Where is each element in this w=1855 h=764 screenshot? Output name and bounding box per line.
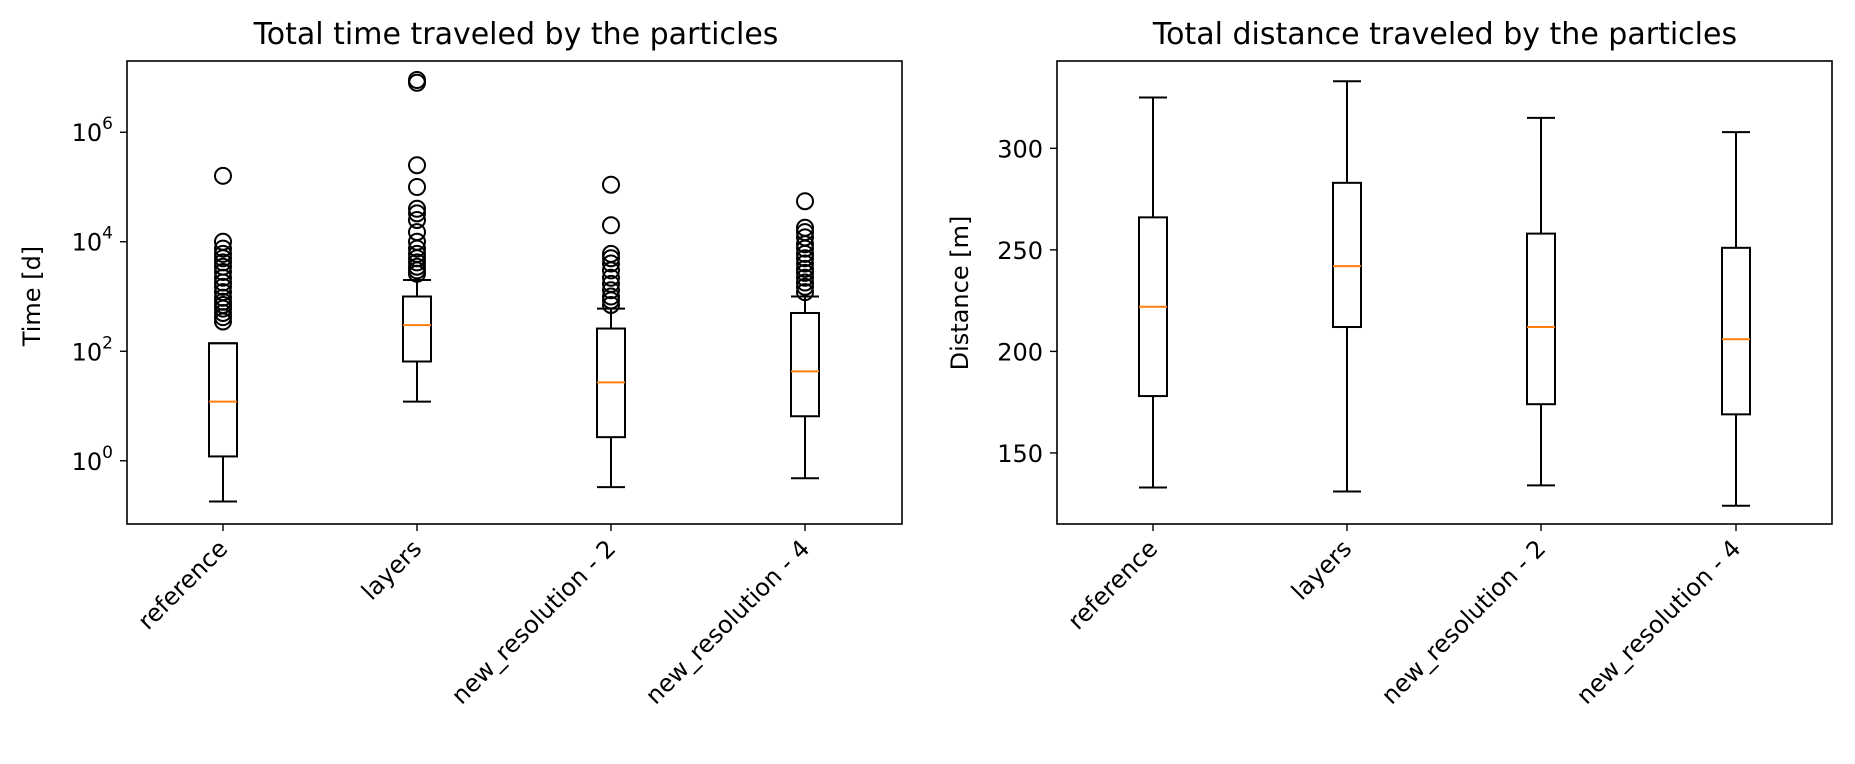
outlier-point [408,232,426,251]
time-x-tick-label: new_resolution - 2 [446,534,621,709]
tick-base: 10 [72,448,103,476]
outlier-point [214,257,232,276]
time-y-tick-label: 102 [72,333,113,366]
outlier-point [214,244,232,263]
outlier-point [796,254,814,273]
outlier-point [796,192,814,211]
outlier-point [408,199,426,218]
distance-y-axis-label: Distance [m] [946,216,974,371]
box-body [402,295,432,363]
outlier-point [602,268,620,287]
outlier-point [796,277,814,296]
outlier-point [214,277,232,296]
outlier-point [214,263,232,282]
distance-box-4 [1721,131,1751,507]
time-x-tick-label: layers [356,534,427,605]
outlier-point [214,239,232,258]
outlier-point [602,216,620,235]
outlier-point [602,254,620,273]
outlier-point [408,204,426,223]
outlier-point [602,274,620,293]
outlier-point [796,223,814,242]
outlier-point [796,259,814,278]
outlier-point [214,283,232,302]
box-body [208,342,238,458]
outlier-point [602,295,620,314]
distance-y-tick-label: 250 [997,237,1043,265]
box-body [790,311,820,418]
time-y-tick-label: 100 [72,443,113,476]
time-box-3 [596,175,626,489]
outlier-point [408,257,426,276]
outlier-point [796,283,814,302]
outlier-point [602,281,620,300]
outlier-point [602,175,620,194]
outlier-point [796,249,814,268]
distance-x-tick-label: new_resolution - 2 [1376,534,1551,709]
box-body [1721,246,1751,416]
outlier-point [796,268,814,287]
tick-exponent: 6 [102,114,113,134]
tick-base: 10 [72,229,103,257]
outlier-point [408,223,426,242]
outlier-point [408,244,426,263]
box-body [1526,232,1556,406]
outlier-point [408,177,426,196]
time-x-tick-label: new_resolution - 4 [640,534,815,709]
distance-x-tick-label: layers [1286,534,1357,605]
outlier-point [214,253,232,272]
outlier-point [408,253,426,272]
time-x-tick-label: reference [132,534,233,635]
distance-y-tick-label: 300 [997,135,1043,163]
distance-chart-title: Total distance traveled by the particles [1152,17,1737,52]
time-box-2 [402,70,432,403]
distance-y-tick-label: 200 [997,338,1043,366]
distance-axes-frame [1056,60,1833,525]
distance-box-3 [1526,116,1556,487]
tick-base: 10 [72,119,103,147]
outlier-point [796,273,814,292]
tick-exponent: 2 [102,333,113,353]
outlier-point [214,232,232,251]
tick-base: 10 [72,338,103,366]
outlier-point [796,228,814,247]
outlier-point [408,70,426,89]
distance-x-tick-label: new_resolution - 4 [1571,534,1746,709]
distance-box-1 [1138,96,1168,489]
outlier-point [602,287,620,306]
distance-boxplot-panel: Total distance traveled by the particles… [946,17,1833,710]
time-y-tick-label: 104 [72,224,113,257]
distance-y-tick-label: 150 [997,440,1043,468]
tick-exponent: 4 [102,224,113,244]
time-y-tick-label: 106 [72,114,113,147]
outlier-point [408,156,426,175]
outlier-point [602,244,620,263]
time-y-axis-label: Time [d] [18,246,46,347]
time-box-4 [790,192,820,480]
time-axes-frame [126,60,903,525]
distance-box-2 [1332,80,1362,493]
outlier-point [408,210,426,229]
outlier-point [214,166,232,185]
time-box-1 [208,166,238,503]
outlier-point [796,218,814,237]
outlier-point [602,249,620,268]
time-chart-title: Total time traveled by the particles [253,17,779,52]
time-boxplot-panel: Total time traveled by the particles Tim… [18,17,903,710]
distance-x-tick-label: reference [1062,534,1163,635]
box-body [1332,181,1362,329]
tick-exponent: 0 [102,443,113,463]
